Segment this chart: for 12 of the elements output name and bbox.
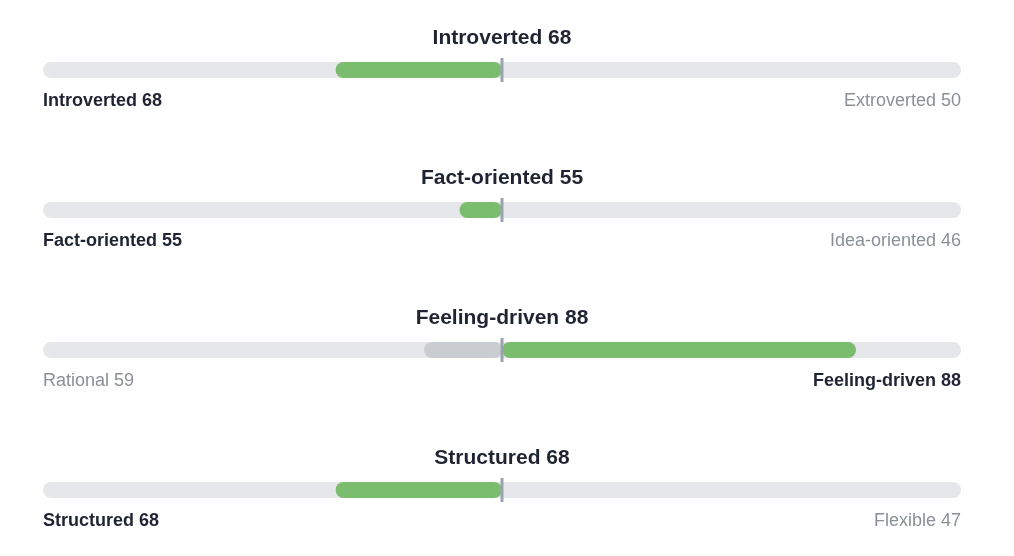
annotation: Idea-oriented 46 (829, 230, 961, 250)
y-tick-label: Introverted 68 (432, 25, 572, 48)
y-tick-label: Feeling-driven 88 (415, 305, 589, 328)
text: Introverted 68 (43, 90, 163, 110)
text: Structured 68 (43, 510, 160, 530)
text: Flexible 47 (873, 510, 961, 530)
text: Rational 59 (43, 370, 135, 390)
annotation: Feeling-driven 88 (812, 370, 961, 390)
annotation: Extroverted 50 (843, 90, 961, 110)
y-tick-label: Fact-oriented 55 (420, 165, 584, 188)
y-tick-label: Structured 68 (434, 445, 571, 468)
text: Fact-oriented 55 (43, 230, 183, 250)
